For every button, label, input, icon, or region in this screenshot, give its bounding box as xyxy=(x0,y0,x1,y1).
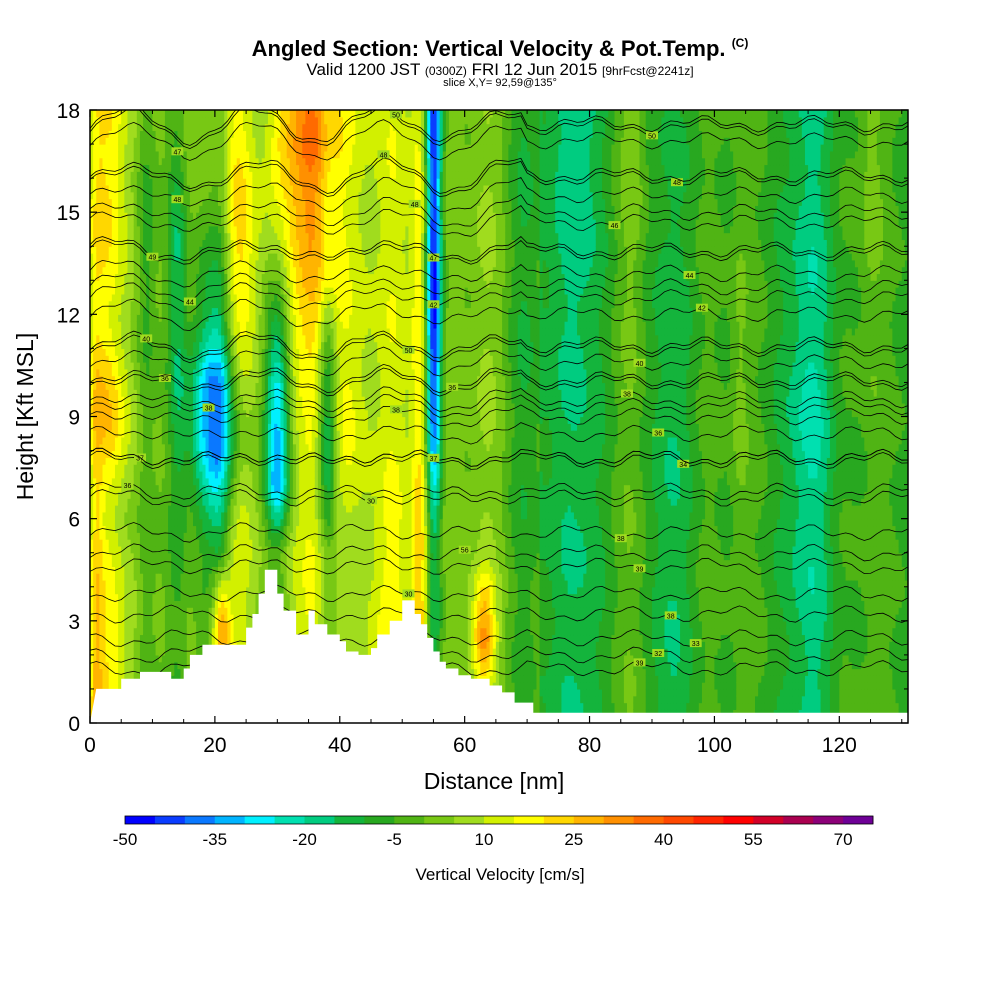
velocity-field xyxy=(90,103,909,723)
cross-section-chart: 393233383039563830363437 3736383838363640… xyxy=(0,0,1000,1000)
